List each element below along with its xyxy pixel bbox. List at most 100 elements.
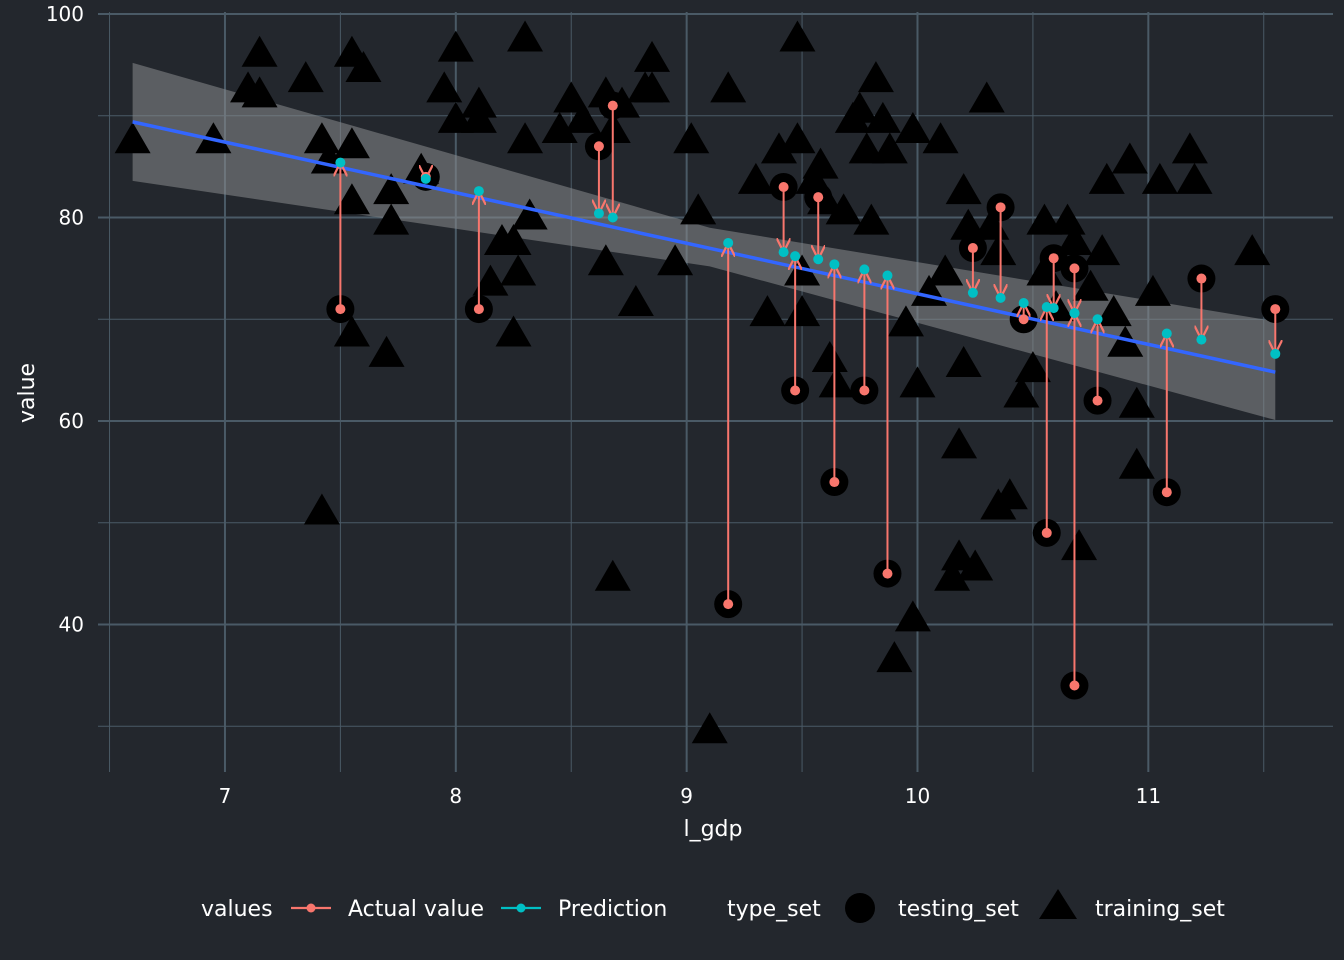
training-triangle (1056, 223, 1093, 255)
training-triangle (287, 61, 324, 93)
training-triangle (241, 35, 278, 67)
y-tick-label: 80 (59, 206, 84, 230)
prediction-point (778, 247, 789, 258)
training-triangle (927, 254, 964, 286)
actual-value-point (1048, 253, 1059, 264)
legend-training-label: training_set (1095, 897, 1225, 922)
prediction-point (723, 237, 734, 248)
training-triangle (818, 366, 855, 398)
training-triangle (594, 559, 631, 591)
training-triangle (1176, 162, 1213, 194)
training-triangle (617, 284, 654, 316)
y-tick-label: 40 (59, 612, 84, 636)
regression-line (132, 120, 1276, 374)
training-triangle (1084, 234, 1121, 266)
training-triangle (857, 61, 894, 93)
actual-value-point (859, 385, 870, 396)
training-triangle (657, 244, 694, 276)
training-triangle (1061, 529, 1098, 561)
prediction-point (335, 157, 346, 168)
training-triangle (511, 198, 548, 230)
actual-value-point (829, 477, 840, 488)
training-triangle (1072, 269, 1109, 301)
x-axis-title: l_gdp (683, 817, 742, 842)
training-triangle (437, 30, 474, 62)
training-triangle (950, 208, 987, 240)
residual-arrows-layer (340, 105, 1275, 686)
y-axis-title: value (15, 363, 40, 423)
y-axis-ticks: 40 60 80 100 (46, 2, 84, 636)
y-tick-label: 100 (46, 2, 84, 26)
actual-value-point (473, 304, 484, 315)
actual-value-point (607, 100, 618, 111)
training-triangle (495, 315, 532, 347)
training-triangle (1141, 162, 1178, 194)
actual-value-point (882, 568, 893, 579)
confidence-band (132, 62, 1276, 420)
training-triangle (864, 101, 901, 133)
y-tick-label: 60 (59, 409, 84, 433)
training-triangle (500, 254, 537, 286)
prediction-point (882, 270, 893, 281)
actual-value-point (1069, 680, 1080, 691)
training-triangle (1014, 351, 1051, 383)
legend-testing-label: testing_set (898, 897, 1019, 922)
training-triangle (373, 203, 410, 235)
x-axis-ticks: 7 8 9 10 11 (219, 784, 1161, 808)
training-triangle (737, 162, 774, 194)
prediction-point (1018, 297, 1029, 308)
actual-value-point (813, 192, 824, 203)
training-triangle (472, 264, 509, 296)
training-triangle (345, 50, 382, 82)
confidence-band-layer (132, 62, 1276, 420)
training-triangle (1003, 376, 1040, 408)
training-triangle (894, 600, 931, 632)
training-triangle (495, 223, 532, 255)
training-triangle (802, 147, 839, 179)
training-triangle (1095, 295, 1132, 327)
training-triangle (887, 305, 924, 337)
training-triangle (587, 244, 624, 276)
training-triangle (634, 40, 671, 72)
value-points-layer (335, 100, 1281, 691)
legend-type-set-title: type_set (727, 897, 821, 922)
training-triangle (894, 112, 931, 144)
training-triangle (114, 122, 151, 154)
training-triangle (876, 641, 913, 673)
prediction-point (829, 259, 840, 270)
actual-value-point (335, 304, 346, 315)
training-triangle (853, 203, 890, 235)
prediction-point (995, 292, 1006, 303)
actual-value-point (967, 243, 978, 254)
actual-value-point (1161, 487, 1172, 498)
training-set-layer (114, 20, 1271, 744)
training-triangle (1088, 162, 1125, 194)
training-triangle (1118, 447, 1155, 479)
training-triangle (541, 112, 578, 144)
prediction-point (1048, 303, 1059, 314)
fit-line-layer (132, 120, 1276, 374)
actual-value-point (1018, 314, 1029, 325)
training-triangle (749, 295, 786, 327)
legend-actual-label: Actual value (348, 897, 484, 922)
training-triangle (195, 122, 232, 154)
training-triangle (634, 71, 671, 103)
actual-value-point (1092, 395, 1103, 406)
prediction-point (1270, 348, 1281, 359)
training-triangle (941, 427, 978, 459)
prediction-point (813, 254, 824, 265)
x-tick-label: 8 (449, 784, 462, 808)
actual-value-point (995, 202, 1006, 213)
prediction-point (790, 251, 801, 262)
training-triangle (779, 20, 816, 52)
training-triangle (673, 122, 710, 154)
training-triangle (922, 122, 959, 154)
training-triangle (680, 193, 717, 225)
prediction-point (859, 264, 870, 275)
legend-testing-circle (845, 893, 875, 923)
training-triangle (811, 340, 848, 372)
training-triangle (303, 122, 340, 154)
prediction-point (473, 186, 484, 197)
training-triangle (1134, 274, 1171, 306)
